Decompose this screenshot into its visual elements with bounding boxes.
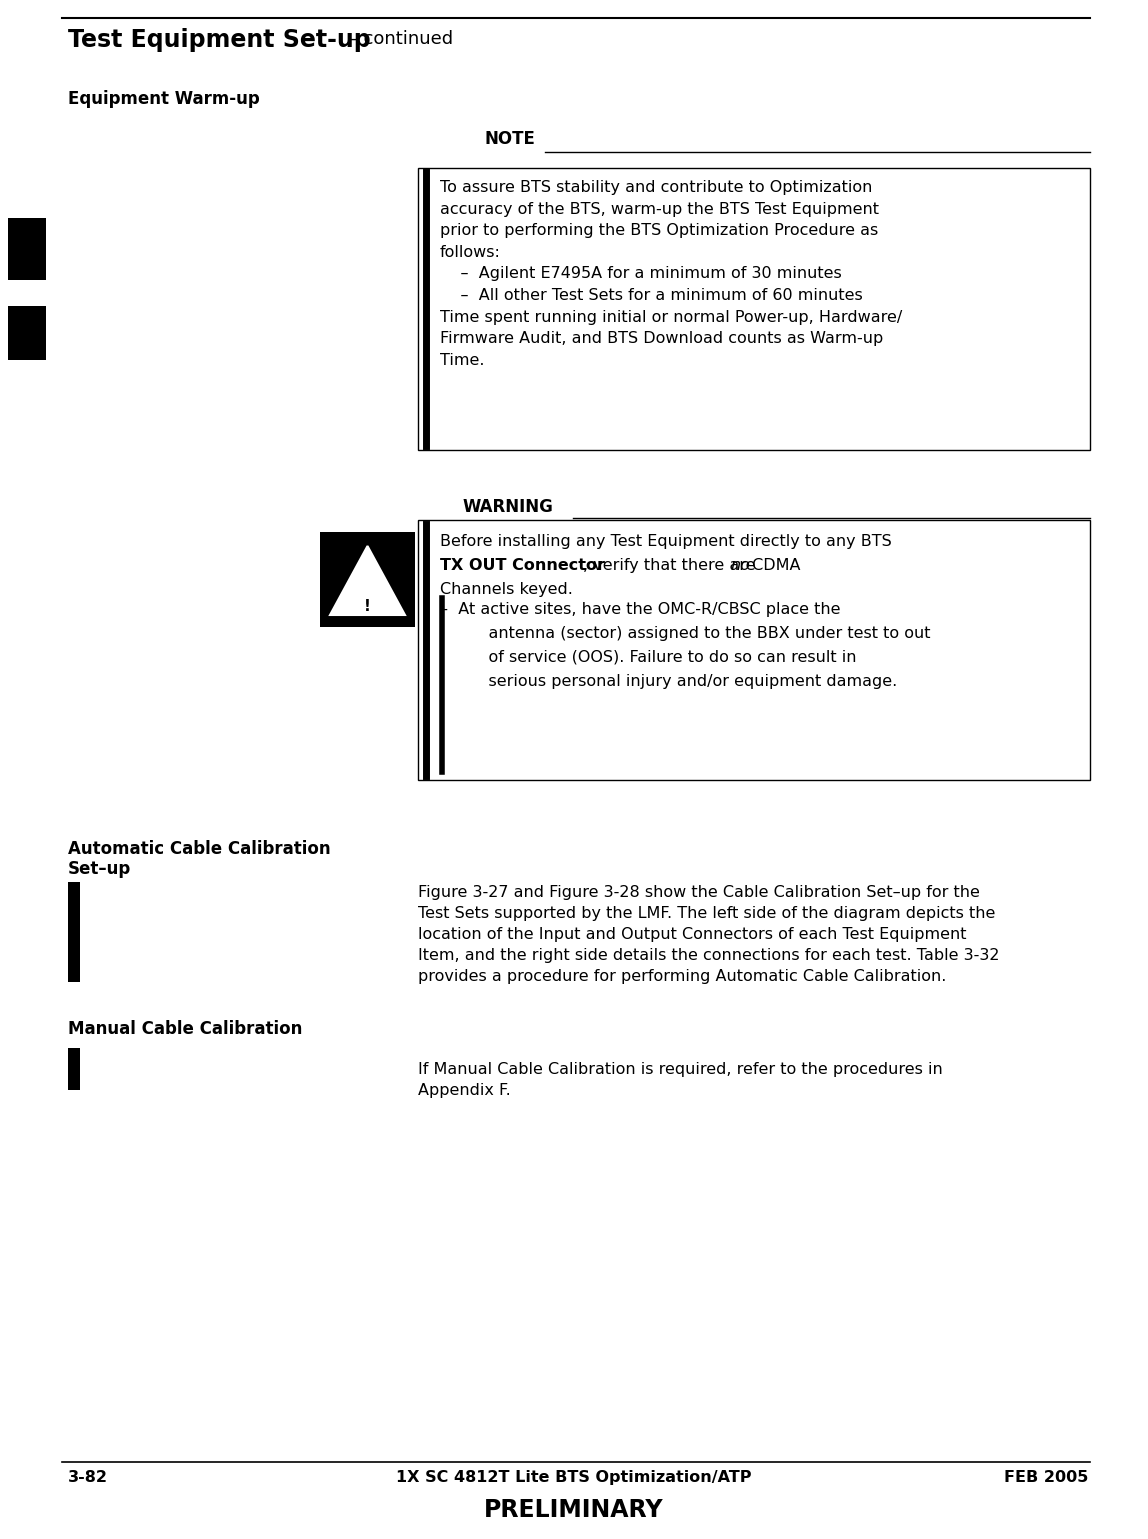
Bar <box>418 520 1089 780</box>
Text: 3: 3 <box>21 306 33 325</box>
Text: antenna (sector) assigned to the BBX under test to out: antenna (sector) assigned to the BBX und… <box>468 626 931 642</box>
Text: Before installing any Test Equipment directly to any BTS: Before installing any Test Equipment dir… <box>440 534 892 549</box>
Text: 3-82: 3-82 <box>68 1470 108 1485</box>
Text: no: no <box>730 559 750 573</box>
Text: 1X SC 4812T Lite BTS Optimization/ATP: 1X SC 4812T Lite BTS Optimization/ATP <box>396 1470 752 1485</box>
Bar <box>8 219 46 280</box>
Text: Set–up: Set–up <box>68 860 131 879</box>
Polygon shape <box>329 546 405 616</box>
Text: PRELIMINARY: PRELIMINARY <box>484 1497 664 1522</box>
Text: – continued: – continued <box>343 29 453 48</box>
Text: TX OUT Connector: TX OUT Connector <box>440 559 605 573</box>
Bar <box>68 882 80 982</box>
Text: –  At active sites, have the OMC-R/CBSC place the: – At active sites, have the OMC-R/CBSC p… <box>440 602 840 617</box>
Text: serious personal injury and/or equipment damage.: serious personal injury and/or equipment… <box>468 674 898 689</box>
Text: WARNING: WARNING <box>463 499 553 516</box>
Text: , verify that there are: , verify that there are <box>583 559 761 573</box>
Text: CDMA: CDMA <box>747 559 800 573</box>
Bar <box>320 532 414 626</box>
Text: Test Equipment Set-up: Test Equipment Set-up <box>68 28 371 52</box>
Text: Figure 3-27 and Figure 3-28 show the Cable Calibration Set–up for the
Test Sets : Figure 3-27 and Figure 3-28 show the Cab… <box>418 885 1000 983</box>
Text: If Manual Cable Calibration is required, refer to the procedures in
Appendix F.: If Manual Cable Calibration is required,… <box>418 1062 943 1097</box>
Text: Channels keyed.: Channels keyed. <box>440 582 573 597</box>
Text: Equipment Warm-up: Equipment Warm-up <box>68 89 259 108</box>
Bar <box>418 168 1089 449</box>
Text: !: ! <box>364 599 371 614</box>
Text: FEB 2005: FEB 2005 <box>1003 1470 1088 1485</box>
Text: To assure BTS stability and contribute to Optimization
accuracy of the BTS, warm: To assure BTS stability and contribute t… <box>440 180 902 368</box>
Text: NOTE: NOTE <box>484 129 535 148</box>
Bar <box>8 306 46 360</box>
Text: of service (OOS). Failure to do so can result in: of service (OOS). Failure to do so can r… <box>468 649 856 665</box>
Bar <box>68 1048 80 1090</box>
Text: Automatic Cable Calibration: Automatic Cable Calibration <box>68 840 331 859</box>
Text: Manual Cable Calibration: Manual Cable Calibration <box>68 1020 302 1037</box>
